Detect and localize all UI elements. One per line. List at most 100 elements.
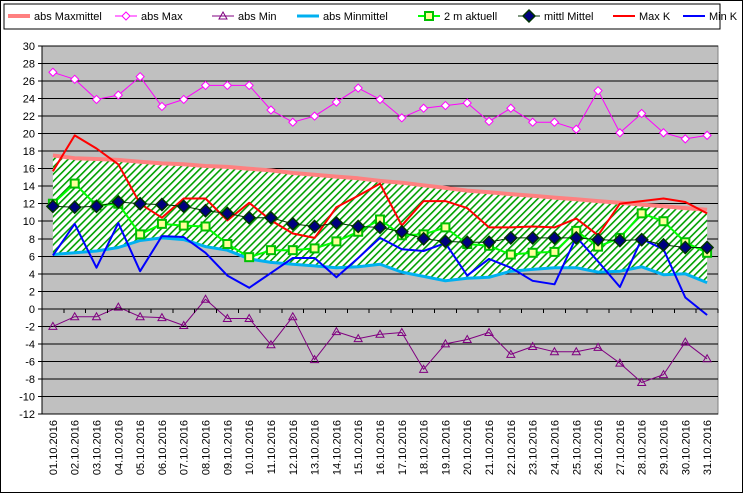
data-point [569, 230, 584, 245]
data-point [416, 231, 431, 246]
x-tick-label: 01.10.2016 [48, 420, 60, 475]
legend-label: Min K [709, 11, 738, 23]
legend-item-min-k: Min K [683, 11, 738, 23]
data-point [263, 210, 279, 225]
data-point [67, 200, 82, 215]
series-abs-maxmittel [52, 153, 708, 212]
data-point [331, 326, 342, 336]
data-point [527, 117, 538, 127]
data-point [91, 94, 102, 105]
data-point [111, 194, 126, 210]
y-tick-label: -2 [25, 321, 35, 333]
data-point [244, 313, 255, 322]
data-point [506, 103, 516, 113]
data-point [154, 197, 169, 212]
data-point [700, 240, 715, 255]
data-point [375, 94, 385, 105]
data-point [634, 232, 649, 247]
data-point [525, 230, 540, 245]
data-point [438, 234, 453, 249]
data-point [113, 302, 124, 311]
legend-item-abs-minmittel: abs Minmittel [297, 11, 388, 23]
data-point [179, 94, 189, 105]
data-point [571, 346, 582, 356]
data-point [222, 313, 233, 322]
data-point [135, 71, 145, 82]
y-tick-label: 16 [23, 164, 35, 176]
data-point [680, 337, 691, 346]
data-point [484, 327, 494, 337]
data-point [571, 124, 581, 134]
x-tick-label: 12.10.2016 [288, 420, 300, 475]
data-point [658, 128, 669, 138]
x-tick-label: 03.10.2016 [92, 420, 104, 475]
data-point [285, 216, 300, 231]
data-point [656, 237, 671, 252]
y-tick-label: 30 [23, 41, 35, 53]
data-point [220, 206, 235, 221]
data-point [135, 311, 145, 321]
data-point [549, 246, 560, 257]
data-point [547, 230, 562, 245]
legend-item-mittl-mittel: mittl Mittel [518, 8, 594, 24]
data-point [462, 98, 472, 108]
data-point [329, 215, 344, 231]
legend-label: abs Maxmittel [34, 11, 102, 23]
y-tick-label: 20 [23, 129, 35, 141]
data-point [135, 229, 146, 240]
series-abs-min [48, 294, 712, 386]
data-point [266, 105, 276, 115]
data-point [615, 358, 625, 367]
data-point [287, 311, 298, 321]
data-point [200, 294, 211, 303]
x-tick-label: 08.10.2016 [201, 420, 213, 475]
series-abs-max [48, 67, 712, 144]
x-tick-label: 18.10.2016 [419, 420, 431, 475]
data-point [424, 11, 434, 21]
data-point [372, 220, 388, 235]
y-tick-label: 8 [29, 234, 35, 246]
y-tick-label: 18 [23, 146, 35, 158]
x-tick-label: 02.10.2016 [70, 420, 82, 475]
data-point [418, 364, 429, 373]
legend-label: abs Min [238, 11, 277, 23]
data-point [69, 311, 80, 321]
data-point [157, 101, 167, 112]
y-tick-label: 14 [23, 181, 35, 193]
data-point [222, 239, 233, 250]
y-tick-label: 12 [23, 199, 35, 211]
data-point [615, 128, 625, 138]
data-point [178, 220, 189, 231]
data-point [288, 117, 298, 127]
data-point [375, 329, 385, 338]
y-tick-label: -10 [19, 391, 35, 403]
legend-item-abs-maxmittel: abs Maxmittel [8, 11, 102, 23]
data-point [702, 130, 712, 141]
data-point [418, 103, 429, 113]
legend-label: abs Max [141, 11, 183, 23]
series-min-k [52, 222, 708, 316]
data-point [440, 338, 451, 348]
data-point [527, 341, 538, 351]
x-tick-label: 19.10.2016 [440, 420, 452, 475]
x-tick-label: 22.10.2016 [506, 420, 518, 475]
x-tick-label: 13.10.2016 [310, 420, 322, 475]
data-point [351, 219, 366, 234]
x-tick-label: 17.10.2016 [397, 420, 409, 475]
y-tick-label: 28 [23, 59, 35, 71]
data-point [48, 321, 58, 330]
data-point [69, 178, 80, 189]
legend-item-max-k: Max K [613, 11, 671, 23]
x-tick-label: 24.10.2016 [549, 420, 561, 475]
data-point [440, 100, 451, 111]
data-point [460, 235, 475, 250]
y-tick-label: 26 [23, 76, 35, 88]
data-point [266, 339, 276, 349]
data-point [636, 208, 647, 219]
data-point [200, 221, 211, 232]
y-axis: -12-10-8-6-4-202468101214161820222426283… [19, 41, 43, 421]
data-point [48, 67, 58, 77]
x-axis: 01.10.2016 02.10.2016 03.10.2016 04.10.2016… [41, 308, 719, 475]
data-point [331, 236, 342, 247]
